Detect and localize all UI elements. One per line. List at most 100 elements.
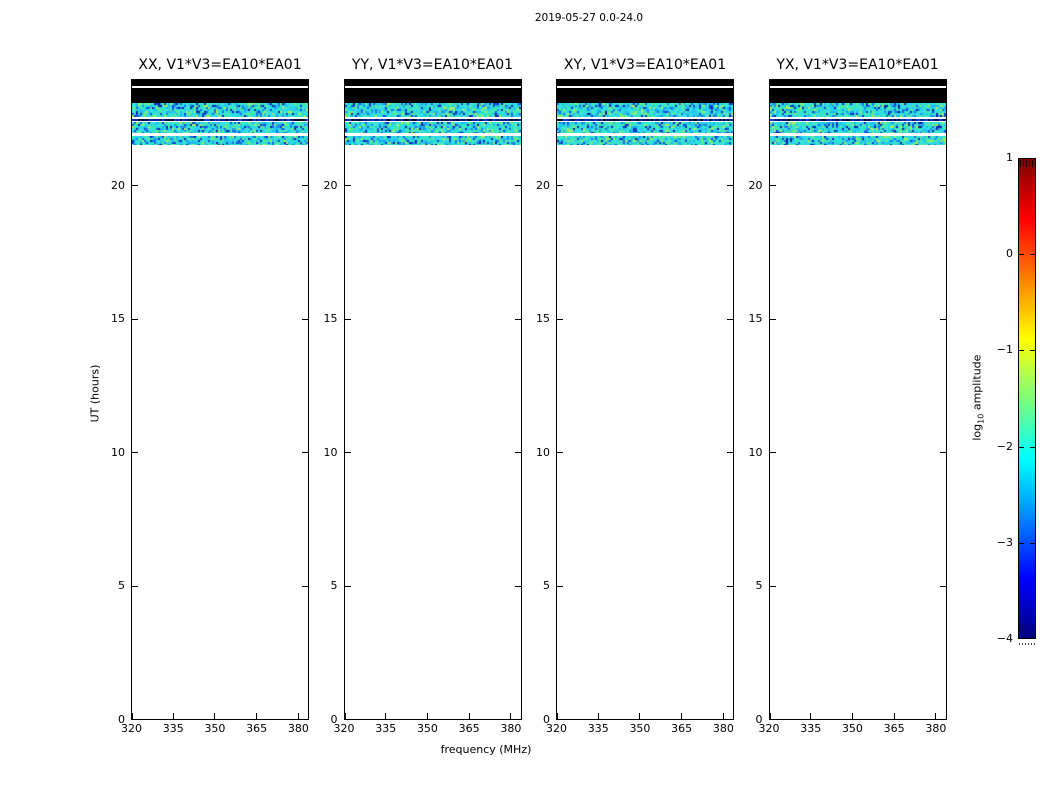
y-tick-label: 20 [536,178,550,192]
noise-band [132,119,308,122]
colorbar-tick-label: 0 [1006,247,1013,261]
noise-band [344,136,521,146]
x-axis-label: frequency (MHz) [440,743,532,756]
x-tick-label: 320 [121,722,142,735]
x-tick-label: 350 [204,722,226,735]
y-tick-left [132,720,138,721]
x-tick-label: 335 [800,722,822,735]
y-tick-left [344,185,351,187]
y-tick-label: 10 [111,445,125,459]
x-tick [214,713,216,719]
y-tick-right [514,318,521,320]
colorbar-tick-left [1019,254,1024,256]
x-tick [385,713,387,719]
x-tick-label: 320 [333,722,355,735]
y-tick-right [939,452,946,454]
x-tick [344,713,346,719]
colorbar-label-suffix: amplitude [970,354,984,414]
noise-band [132,136,308,146]
saturated-band [557,87,733,104]
y-tick-label: 5 [755,579,763,593]
colorbar-label-subscript: 10 [976,413,986,424]
noise-band [769,103,946,118]
x-tick [639,713,641,719]
colorbar-tick-label: −1 [996,343,1013,357]
noise-band [132,121,308,133]
y-tick-right [939,585,946,587]
spectrogram-panel-yx [768,79,947,720]
x-tick [935,713,937,719]
y-tick-right [514,585,521,587]
x-tick-label: 335 [587,722,609,735]
y-axis-label: UT (hours) [88,364,102,423]
x-tick-label: 380 [712,722,734,735]
x-tick-label: 350 [841,722,863,735]
panel-title-yx: YX, V1*V3=EA10*EA01 [776,57,939,73]
y-tick-right [302,185,308,187]
y-tick-label: 5 [330,579,338,593]
y-tick-right [727,185,733,187]
panel-title-xx: XX, V1*V3=EA10*EA01 [138,57,302,73]
spectrogram-panel-yy [343,79,522,721]
y-tick-right [939,318,946,320]
saturated-band [557,80,733,86]
y-tick-label: 0 [118,713,125,726]
noise-band [557,103,733,118]
spectrogram-panel-xy [556,79,734,720]
noise-band [557,119,733,122]
x-tick [769,713,771,719]
y-tick-left [769,318,776,320]
y-tick-left [557,185,563,187]
noise-band [344,121,521,133]
colorbar [1018,158,1036,639]
colorbar-saturation-hatch [1020,160,1034,167]
y-tick-right [514,185,521,187]
y-tick-left [557,318,563,320]
x-tick [256,713,258,719]
colorbar-tick-right [1030,254,1035,256]
x-tick-label: 365 [246,722,268,735]
y-tick-left [344,452,351,454]
noise-band [344,119,521,122]
saturated-band [344,80,521,86]
y-tick-left [345,720,351,721]
y-tick-left [557,585,563,587]
x-tick [810,713,812,719]
colorbar-tick-right [1030,446,1035,448]
saturated-band [132,80,308,86]
noise-band [557,136,733,146]
y-tick-label: 15 [323,312,338,326]
saturated-band [769,87,946,104]
y-tick-label: 0 [755,713,763,726]
y-tick-right [727,585,733,587]
colorbar-tick-right [1030,350,1035,352]
colorbar-tick-left [1019,350,1024,352]
x-tick-label: 380 [925,722,947,735]
x-tick [722,713,724,719]
x-tick-label: 320 [758,722,780,735]
colorbar-underflow-dots [1018,643,1036,645]
x-tick-label: 365 [458,722,480,735]
y-tick-left [132,452,138,454]
panel-title-yy: YY, V1*V3=EA10*EA01 [351,57,514,73]
colorbar-tick-label: −2 [996,439,1013,453]
colorbar-tick-label: 1 [1006,151,1013,164]
x-tick-label: 365 [671,722,693,735]
noise-band [769,119,946,122]
x-tick [172,713,174,719]
colorbar-label-prefix: log [970,423,984,441]
y-tick-label: 10 [536,445,550,459]
y-tick-label: 5 [118,579,125,593]
y-tick-label: 20 [748,178,763,192]
x-tick [468,713,470,719]
noise-band [557,121,733,133]
x-tick-label: 380 [500,722,522,735]
y-tick-label: 0 [543,713,550,726]
noise-band [769,136,946,146]
x-tick-label: 350 [629,722,651,735]
x-tick-label: 380 [287,722,309,735]
y-tick-right [302,452,308,454]
x-tick-label: 365 [883,722,905,735]
x-tick [893,713,895,719]
y-tick-label: 5 [543,579,550,593]
